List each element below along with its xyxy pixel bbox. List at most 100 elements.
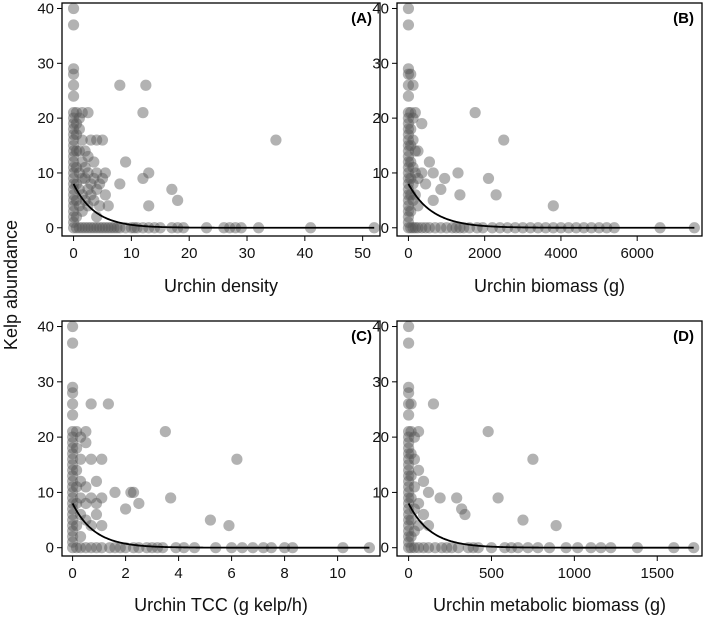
data-point bbox=[148, 222, 161, 234]
data-point bbox=[405, 470, 417, 482]
y-tick-label: 10 bbox=[372, 165, 389, 182]
data-point bbox=[67, 194, 80, 206]
data-point bbox=[67, 459, 79, 471]
data-point bbox=[412, 497, 425, 510]
data-point bbox=[405, 542, 417, 554]
data-point bbox=[88, 194, 100, 206]
y-tick-label: 20 bbox=[372, 429, 389, 446]
data-point bbox=[67, 178, 80, 190]
data-point bbox=[407, 134, 419, 146]
data-point bbox=[80, 481, 92, 493]
data-point bbox=[102, 398, 114, 410]
data-point bbox=[403, 381, 415, 393]
data-point bbox=[70, 542, 83, 554]
data-point bbox=[166, 183, 178, 195]
data-point bbox=[67, 63, 80, 75]
panel-a-points bbox=[67, 3, 380, 234]
data-point bbox=[405, 156, 417, 168]
data-point bbox=[80, 437, 92, 449]
data-point bbox=[486, 222, 498, 234]
data-point bbox=[67, 139, 80, 152]
data-point bbox=[423, 156, 436, 168]
data-point bbox=[85, 398, 97, 410]
data-point bbox=[402, 183, 415, 195]
data-point bbox=[419, 178, 432, 190]
data-point bbox=[96, 172, 109, 185]
data-point bbox=[402, 134, 415, 146]
data-point bbox=[67, 222, 80, 234]
panel-c-points bbox=[67, 321, 375, 554]
data-point bbox=[427, 167, 439, 179]
data-point bbox=[402, 161, 415, 174]
data-point bbox=[204, 514, 216, 526]
data-point bbox=[96, 134, 109, 146]
data-point bbox=[67, 481, 79, 493]
y-tick-label: 30 bbox=[372, 374, 389, 391]
data-point bbox=[407, 112, 419, 124]
data-point bbox=[403, 503, 415, 515]
panel-c-label: (C) bbox=[351, 328, 372, 345]
data-point bbox=[67, 205, 80, 217]
data-point bbox=[452, 542, 464, 554]
data-point bbox=[70, 178, 83, 190]
data-point bbox=[141, 542, 153, 554]
data-point bbox=[88, 172, 100, 185]
data-point bbox=[102, 222, 114, 234]
data-point bbox=[67, 118, 80, 130]
data-point bbox=[102, 200, 114, 212]
x-tick-label: 20 bbox=[181, 245, 198, 262]
x-tick-label: 8 bbox=[280, 565, 288, 582]
data-point bbox=[70, 222, 83, 234]
data-point bbox=[88, 156, 100, 168]
data-point bbox=[403, 481, 415, 493]
panel-b-x-axis-title: Urchin biomass (g) bbox=[474, 276, 625, 296]
data-point bbox=[498, 134, 510, 146]
data-point bbox=[402, 139, 415, 152]
data-point bbox=[114, 542, 126, 554]
data-point bbox=[67, 525, 79, 537]
data-point bbox=[67, 183, 80, 195]
data-point bbox=[402, 205, 415, 217]
data-point bbox=[82, 150, 94, 163]
data-point bbox=[408, 525, 421, 537]
data-point bbox=[482, 425, 494, 438]
data-point bbox=[408, 542, 421, 554]
data-point bbox=[82, 222, 94, 234]
data-point bbox=[79, 172, 91, 185]
data-point bbox=[79, 222, 91, 234]
data-point bbox=[402, 118, 415, 130]
data-point bbox=[67, 107, 80, 119]
data-point bbox=[435, 183, 447, 195]
data-point bbox=[67, 200, 80, 212]
data-point bbox=[76, 172, 88, 185]
data-point bbox=[403, 442, 415, 454]
data-point bbox=[403, 486, 415, 499]
data-point bbox=[402, 112, 415, 124]
data-point bbox=[67, 189, 80, 201]
data-point bbox=[67, 486, 79, 499]
data-point bbox=[402, 79, 415, 91]
data-point bbox=[412, 464, 425, 476]
data-point bbox=[82, 183, 94, 195]
panel-b-points bbox=[402, 3, 700, 234]
data-point bbox=[73, 167, 85, 179]
y-tick-label: 0 bbox=[46, 540, 54, 557]
data-point bbox=[73, 183, 85, 195]
data-point bbox=[403, 425, 415, 438]
data-point bbox=[67, 453, 79, 465]
data-point bbox=[67, 123, 80, 135]
data-point bbox=[402, 167, 415, 179]
data-point bbox=[67, 470, 79, 482]
panel-d-frame bbox=[396, 320, 703, 557]
data-point bbox=[76, 134, 88, 146]
x-tick-label: 1500 bbox=[641, 565, 674, 582]
data-point bbox=[82, 107, 94, 119]
data-point bbox=[67, 112, 80, 124]
data-point bbox=[403, 337, 415, 349]
data-point bbox=[402, 3, 415, 15]
panel-c: 0 2 4 6 8 10 0 10 20 30 40 (C) Urchin TCC (g kelp/h) bbox=[37, 319, 381, 615]
x-tick-label: 2 bbox=[121, 565, 129, 582]
x-tick-label: 4 bbox=[174, 565, 182, 582]
data-point bbox=[99, 189, 111, 201]
data-point bbox=[402, 222, 415, 234]
